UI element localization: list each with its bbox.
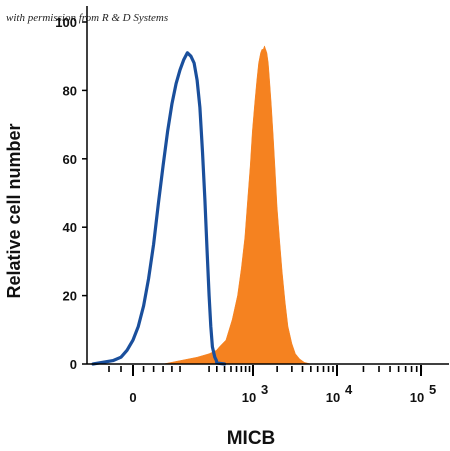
x-tick-label: 0 [129,390,136,405]
y-tick-label: 60 [63,152,77,167]
x-tick-label: 10 [242,390,256,405]
x-tick-label: 10 [410,390,424,405]
x-axis-title: MICB [227,428,276,449]
x-tick-label: 10 [326,390,340,405]
y-tick-label: 40 [63,220,77,235]
x-tick-exponent: 3 [261,382,268,397]
y-tick-label: 80 [63,83,77,98]
plot-area [91,45,311,366]
y-axis-title: Relative cell number [4,123,24,298]
histogram-filled-series [163,45,311,365]
y-tick-label: 0 [70,357,77,372]
x-tick-exponent: 5 [429,382,436,397]
y-tick-label: 20 [63,289,77,304]
axes: 0 20 40 60 80 100 0 10 3 10 4 10 5 [55,6,449,405]
x-tick-exponent: 4 [345,382,353,397]
y-tick-label: 100 [55,15,77,30]
histogram-outline-series [91,51,227,366]
